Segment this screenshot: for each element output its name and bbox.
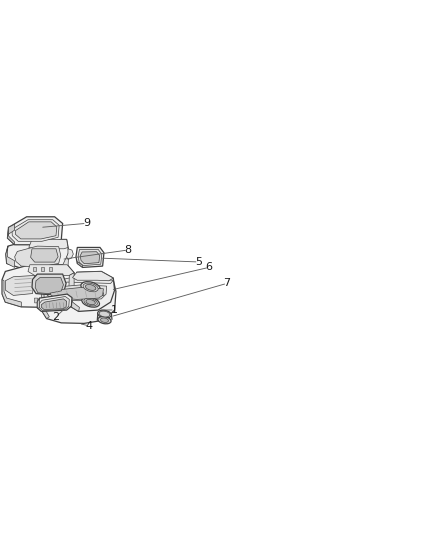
Ellipse shape — [101, 318, 109, 322]
Polygon shape — [69, 271, 115, 311]
Polygon shape — [49, 268, 52, 271]
Ellipse shape — [82, 297, 99, 307]
Polygon shape — [51, 287, 103, 300]
Polygon shape — [35, 298, 38, 303]
Polygon shape — [76, 247, 104, 268]
Polygon shape — [32, 274, 66, 295]
Text: 4: 4 — [86, 321, 93, 331]
Polygon shape — [47, 285, 106, 301]
Polygon shape — [6, 239, 69, 270]
Polygon shape — [62, 253, 69, 271]
Ellipse shape — [83, 283, 98, 292]
Text: 7: 7 — [223, 278, 231, 288]
Polygon shape — [15, 222, 57, 239]
Polygon shape — [42, 300, 46, 305]
Polygon shape — [7, 217, 63, 245]
Ellipse shape — [98, 310, 111, 318]
Polygon shape — [8, 224, 14, 234]
Polygon shape — [41, 268, 44, 271]
Polygon shape — [2, 279, 21, 307]
Polygon shape — [33, 268, 36, 271]
Polygon shape — [69, 294, 79, 311]
Polygon shape — [64, 273, 74, 302]
Text: 6: 6 — [206, 262, 213, 272]
Polygon shape — [12, 220, 59, 241]
Text: 5: 5 — [195, 257, 202, 267]
Polygon shape — [28, 265, 74, 276]
Polygon shape — [41, 299, 67, 310]
Text: 8: 8 — [124, 245, 131, 255]
Ellipse shape — [81, 281, 100, 293]
Polygon shape — [80, 252, 100, 264]
Polygon shape — [5, 276, 35, 295]
Text: 9: 9 — [83, 219, 90, 229]
Polygon shape — [6, 246, 14, 268]
Ellipse shape — [98, 317, 111, 324]
Ellipse shape — [86, 300, 95, 305]
Polygon shape — [35, 278, 64, 294]
Ellipse shape — [99, 311, 110, 317]
Text: 1: 1 — [111, 305, 118, 315]
Text: 2: 2 — [53, 312, 60, 322]
Polygon shape — [39, 296, 69, 311]
Polygon shape — [67, 249, 73, 260]
Polygon shape — [41, 293, 49, 319]
Polygon shape — [44, 278, 113, 286]
Ellipse shape — [84, 298, 97, 306]
Polygon shape — [31, 249, 58, 262]
Polygon shape — [2, 265, 74, 308]
Polygon shape — [73, 271, 113, 281]
Polygon shape — [52, 300, 55, 305]
Polygon shape — [29, 239, 68, 249]
Ellipse shape — [85, 285, 96, 290]
Polygon shape — [41, 278, 116, 324]
Polygon shape — [78, 249, 102, 265]
Polygon shape — [37, 294, 72, 311]
Polygon shape — [7, 228, 14, 245]
Polygon shape — [79, 293, 104, 296]
Polygon shape — [77, 262, 83, 268]
Polygon shape — [14, 246, 61, 267]
Polygon shape — [37, 298, 39, 308]
